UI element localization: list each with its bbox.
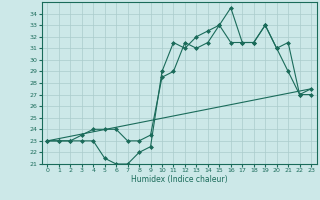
X-axis label: Humidex (Indice chaleur): Humidex (Indice chaleur) <box>131 175 228 184</box>
